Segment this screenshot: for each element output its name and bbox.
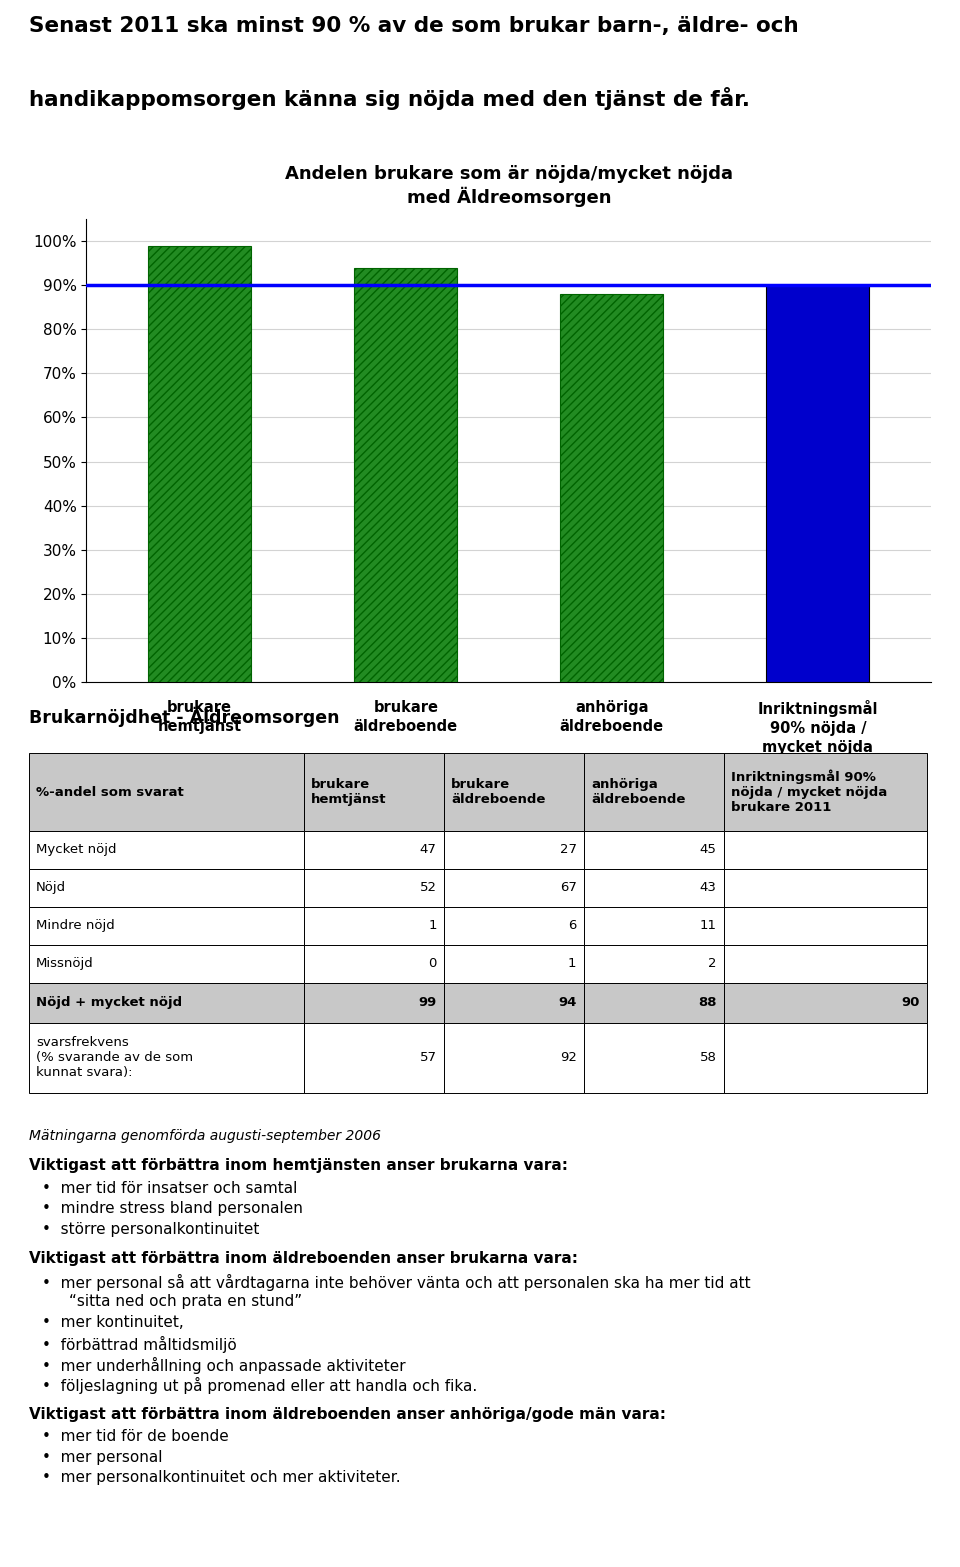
Text: •  mer personalkontinuitet och mer aktiviteter.: • mer personalkontinuitet och mer aktivi… — [42, 1470, 401, 1486]
Bar — [584, 907, 724, 945]
Text: 43: 43 — [700, 882, 716, 895]
Text: 99: 99 — [419, 997, 437, 1009]
Bar — [584, 831, 724, 870]
Text: •  större personalkontinuitet: • större personalkontinuitet — [42, 1222, 260, 1236]
Text: 27: 27 — [560, 843, 577, 857]
Text: •  mer kontinuitet,: • mer kontinuitet, — [42, 1315, 184, 1330]
Bar — [304, 870, 444, 907]
Bar — [444, 831, 584, 870]
Text: •  förbättrad måltidsmiljö: • förbättrad måltidsmiljö — [42, 1335, 237, 1352]
Text: 94: 94 — [558, 997, 577, 1009]
Text: 1: 1 — [568, 957, 577, 970]
Bar — [444, 754, 584, 831]
Bar — [444, 983, 584, 1023]
Text: brukare
äldreboende: brukare äldreboende — [451, 779, 545, 805]
Bar — [584, 1023, 724, 1092]
Bar — [724, 831, 926, 870]
Bar — [584, 870, 724, 907]
Text: •  mindre stress bland personalen: • mindre stress bland personalen — [42, 1202, 303, 1216]
Text: •  mer personal så att vårdtagarna inte behöver vänta och att personalen ska ha : • mer personal så att vårdtagarna inte b… — [42, 1274, 751, 1291]
Bar — [444, 907, 584, 945]
Text: Senast 2011 ska minst 90 % av de som brukar barn-, äldre- och: Senast 2011 ska minst 90 % av de som bru… — [29, 16, 799, 36]
Text: Mätningarna genomförda augusti-september 2006: Mätningarna genomförda augusti-september… — [29, 1128, 381, 1142]
Bar — [29, 983, 304, 1023]
Text: 0: 0 — [428, 957, 437, 970]
Text: Brukarnöjdhet - Äldreomsorgen: Brukarnöjdhet - Äldreomsorgen — [29, 707, 339, 727]
Bar — [584, 983, 724, 1023]
Text: Inriktningsmål 90%
nöjda / mycket nöjda
brukare 2011: Inriktningsmål 90% nöjda / mycket nöjda … — [731, 769, 887, 815]
Text: •  mer underhållning och anpassade aktiviteter: • mer underhållning och anpassade aktivi… — [42, 1357, 406, 1374]
Text: 88: 88 — [698, 997, 716, 1009]
Bar — [444, 945, 584, 983]
Bar — [444, 1023, 584, 1092]
Bar — [444, 870, 584, 907]
Bar — [354, 268, 457, 682]
Bar — [304, 907, 444, 945]
Text: •  mer tid för insatser och samtal: • mer tid för insatser och samtal — [42, 1182, 298, 1196]
Text: 67: 67 — [560, 882, 577, 895]
Text: Mycket nöjd: Mycket nöjd — [36, 843, 116, 857]
Bar — [304, 1023, 444, 1092]
Text: brukare
hemtjänst: brukare hemtjänst — [311, 779, 387, 805]
Bar — [304, 945, 444, 983]
Text: 47: 47 — [420, 843, 437, 857]
Text: •  mer tid för de boende: • mer tid för de boende — [42, 1429, 229, 1443]
Title: Andelen brukare som är nöjda/mycket nöjda
med Äldreomsorgen: Andelen brukare som är nöjda/mycket nöjd… — [285, 165, 732, 207]
Text: 1: 1 — [428, 920, 437, 932]
Text: handikappomsorgen känna sig nöjda med den tjänst de får.: handikappomsorgen känna sig nöjda med de… — [29, 88, 750, 110]
Bar — [724, 870, 926, 907]
Text: Viktigast att förbättra inom äldreboenden anser anhöriga/gode män vara:: Viktigast att förbättra inom äldreboende… — [29, 1407, 666, 1421]
Bar — [766, 285, 870, 682]
Bar — [29, 945, 304, 983]
Bar — [724, 945, 926, 983]
Bar — [29, 1023, 304, 1092]
Bar — [724, 907, 926, 945]
Bar — [304, 754, 444, 831]
Text: Viktigast att förbättra inom hemtjänsten anser brukarna vara:: Viktigast att förbättra inom hemtjänsten… — [29, 1158, 567, 1174]
Bar — [148, 246, 252, 682]
Text: Nöjd + mycket nöjd: Nöjd + mycket nöjd — [36, 997, 182, 1009]
Text: 92: 92 — [560, 1051, 577, 1064]
Bar — [304, 983, 444, 1023]
Bar — [724, 754, 926, 831]
Text: 90: 90 — [901, 997, 920, 1009]
Text: Nöjd: Nöjd — [36, 882, 66, 895]
Text: Mindre nöjd: Mindre nöjd — [36, 920, 115, 932]
Bar — [29, 907, 304, 945]
Text: 45: 45 — [700, 843, 716, 857]
Text: 58: 58 — [700, 1051, 716, 1064]
Text: 11: 11 — [700, 920, 716, 932]
Bar — [29, 831, 304, 870]
Text: %-andel som svarat: %-andel som svarat — [36, 785, 183, 799]
Text: 57: 57 — [420, 1051, 437, 1064]
Bar — [304, 831, 444, 870]
Text: Missnöjd: Missnöjd — [36, 957, 94, 970]
Bar — [584, 945, 724, 983]
Text: 2: 2 — [708, 957, 716, 970]
Text: anhöriga
äldreboende: anhöriga äldreboende — [591, 779, 685, 805]
Text: 52: 52 — [420, 882, 437, 895]
Bar — [561, 295, 663, 682]
Text: •  mer personal: • mer personal — [42, 1449, 163, 1465]
Text: Viktigast att förbättra inom äldreboenden anser brukarna vara:: Viktigast att förbättra inom äldreboende… — [29, 1252, 578, 1266]
Bar — [724, 983, 926, 1023]
Text: •  följeslagning ut på promenad eller att handla och fika.: • följeslagning ut på promenad eller att… — [42, 1377, 477, 1395]
Text: 6: 6 — [568, 920, 577, 932]
Text: “sitta ned och prata en stund”: “sitta ned och prata en stund” — [69, 1294, 302, 1310]
Bar — [724, 1023, 926, 1092]
Bar — [29, 754, 304, 831]
Text: svarsfrekvens
(% svarande av de som
kunnat svara):: svarsfrekvens (% svarande av de som kunn… — [36, 1036, 193, 1080]
Bar — [584, 754, 724, 831]
Bar — [29, 870, 304, 907]
